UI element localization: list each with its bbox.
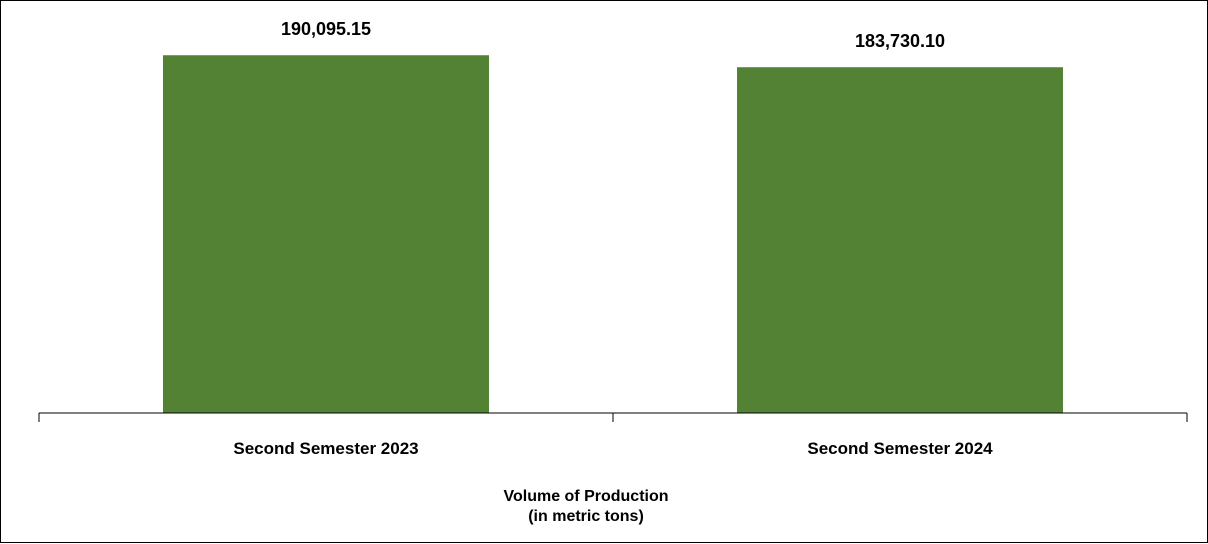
x-tick-label-1: Second Semester 2023 — [233, 439, 418, 458]
x-axis-ticks — [38, 413, 1188, 422]
x-axis-title-unit: (in metric tons) — [528, 508, 644, 525]
x-tick-labels: Second Semester 2023 Second Semester 2024 — [233, 439, 993, 458]
bar-value-label-2: 183,730.10 — [855, 31, 945, 51]
bars-group — [163, 55, 1063, 414]
x-axis-title: Volume of Production — [503, 488, 668, 505]
bar-value-label-1: 190,095.15 — [281, 19, 371, 39]
value-labels-group: 190,095.15 183,730.10 — [281, 19, 945, 51]
bar-1 — [163, 55, 489, 414]
x-tick-label-2: Second Semester 2024 — [807, 439, 993, 458]
bar-2 — [737, 67, 1063, 413]
